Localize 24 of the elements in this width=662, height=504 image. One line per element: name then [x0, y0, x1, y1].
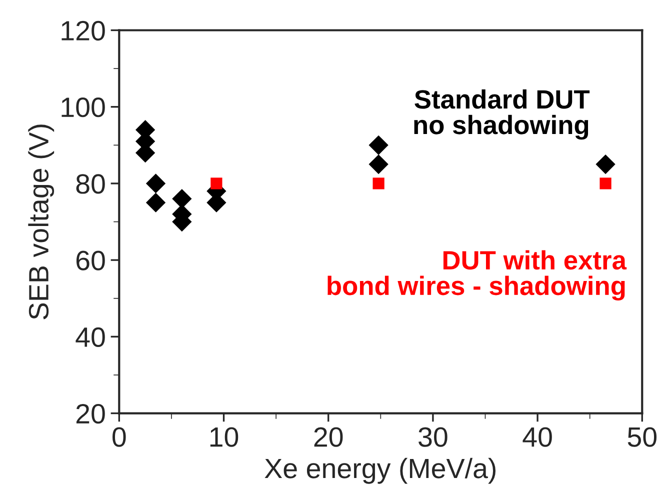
y-tick-label: 60: [76, 250, 105, 270]
point: [146, 192, 166, 212]
point: [596, 154, 616, 174]
y-tick-label: 100: [62, 98, 105, 118]
x-axis-title: Xe energy (MeV/a): [264, 458, 496, 484]
point: [368, 135, 388, 155]
x-tick-label: 50: [628, 427, 657, 447]
point: [600, 178, 612, 190]
x-tick-label: 10: [210, 427, 238, 447]
annotation: Standard DUT no shadowing: [414, 89, 590, 140]
x-tick-label: 30: [418, 427, 448, 447]
x-tick-label: 20: [314, 427, 343, 447]
y-tick-label: 120: [62, 20, 105, 41]
point: [210, 178, 222, 190]
point: [372, 178, 384, 190]
annotation: DUT with extra bond wires - shadowing: [328, 250, 627, 301]
point: [368, 154, 388, 174]
y-tick-label: 20: [76, 404, 105, 424]
y-axis-title: SEB voltage (V): [28, 124, 54, 320]
point: [146, 174, 166, 194]
y-tick-label: 80: [76, 174, 105, 194]
x-tick-label: 40: [522, 427, 552, 447]
x-tick-label: 0: [112, 427, 126, 447]
y-tick-label: 40: [76, 327, 105, 348]
